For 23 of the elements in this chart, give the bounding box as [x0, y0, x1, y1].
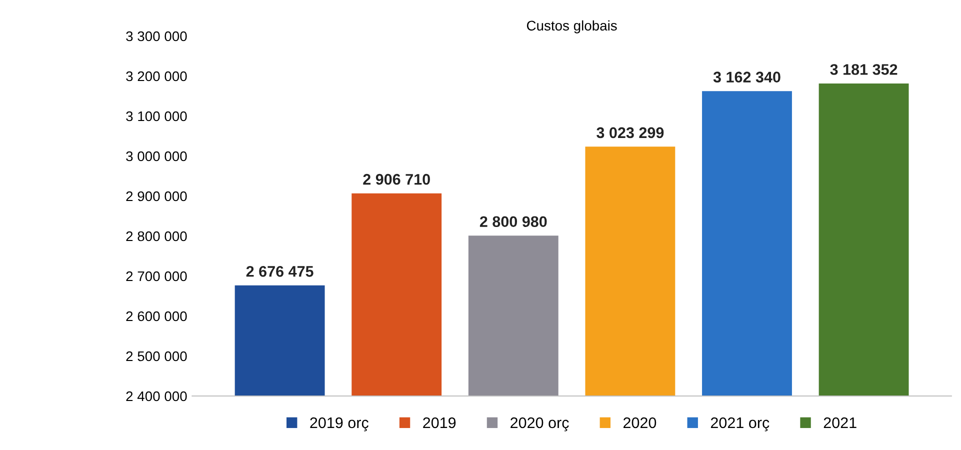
- legend-label: 2021 orç: [710, 417, 770, 432]
- data-label: 3 181 352: [830, 64, 898, 75]
- data-label: 2 676 475: [246, 266, 314, 277]
- y-tick-label: 2 500 000: [126, 351, 187, 362]
- y-tick-label: 3 200 000: [126, 71, 187, 82]
- data-label: 2 800 980: [480, 216, 547, 228]
- y-tick-label: 2 700 000: [126, 271, 187, 282]
- legend-label: 2019 orç: [310, 417, 368, 432]
- legend-label: 2021: [824, 417, 856, 428]
- y-tick-label: 2 400 000: [126, 391, 187, 402]
- y-tick-label: 3 300 000: [126, 31, 187, 42]
- chart-title: Custos globais: [526, 20, 617, 34]
- data-label: 2 906 710: [363, 174, 430, 185]
- legend-label: 2020: [623, 417, 656, 428]
- legend-label: 2020 orç: [510, 417, 569, 432]
- y-tick-label: 3 000 000: [126, 151, 187, 162]
- legend-label: 2019: [423, 417, 456, 428]
- y-tick-label: 2 900 000: [126, 191, 187, 202]
- y-tick-label: 2 600 000: [126, 311, 187, 322]
- y-tick-label: 3 100 000: [126, 111, 187, 122]
- data-label: 3 023 299: [596, 127, 664, 138]
- y-tick-label: 2 800 000: [126, 231, 187, 242]
- data-label: 3 162 340: [713, 72, 780, 83]
